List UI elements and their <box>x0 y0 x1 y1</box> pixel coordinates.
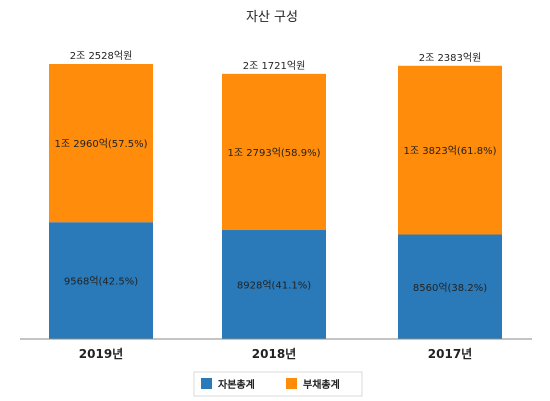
data-label-equity-0: 9568억(42.5%) <box>64 276 138 288</box>
legend-swatch-equity <box>201 378 212 389</box>
x-tick-label-1: 2018년 <box>252 347 296 361</box>
legend: 자본총계 부채총계 <box>193 371 363 397</box>
legend-label-equity: 자본총계 <box>218 378 255 391</box>
legend-swatch-liabilities <box>286 378 297 389</box>
data-label-equity-1: 8928억(41.1%) <box>237 280 311 292</box>
data-label-liabilities-0: 1조 2960억(57.5%) <box>55 138 148 150</box>
chart-title: 자산 구성 <box>246 10 298 25</box>
bars-group: 9568억(42.5%) 1조 2960억(57.5%) 2조 2528억원 2019… <box>49 50 502 361</box>
bar-liabilities-2 <box>398 65 502 235</box>
data-label-equity-2: 8560억(38.2%) <box>413 282 487 294</box>
bar-liabilities-0 <box>49 64 153 223</box>
legend-label-liabilities: 부채총계 <box>303 378 340 391</box>
bar-equity-2 <box>398 234 502 339</box>
x-tick-label-0: 2019년 <box>79 347 123 361</box>
data-label-liabilities-1: 1조 2793억(58.9%) <box>228 147 321 159</box>
total-label-1: 2조 1721억원 <box>243 60 306 72</box>
bar-equity-0 <box>49 222 153 339</box>
bar-equity-1 <box>222 230 326 339</box>
data-label-liabilities-2: 1조 3823억(61.8%) <box>404 145 497 157</box>
legend-frame <box>193 371 363 397</box>
total-label-0: 2조 2528억원 <box>70 50 133 62</box>
x-tick-label-2: 2017년 <box>428 347 472 361</box>
bar-liabilities-1 <box>222 73 326 231</box>
total-label-2: 2조 2383억원 <box>419 52 482 64</box>
